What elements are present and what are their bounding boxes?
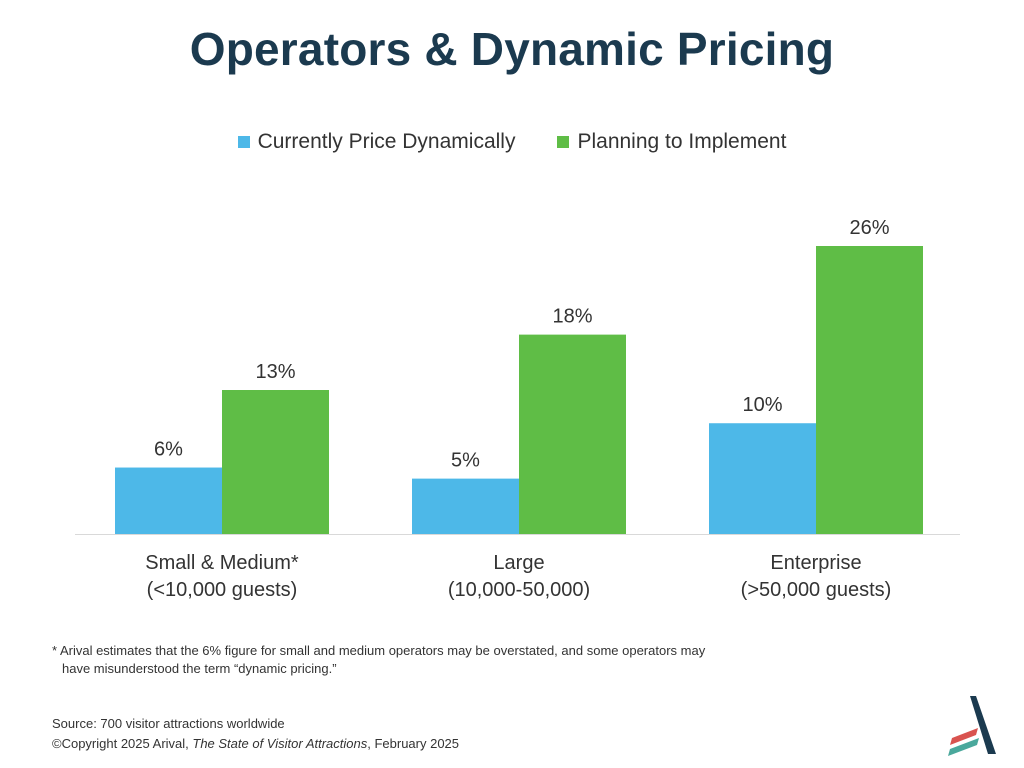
data-label-current-large: 5% <box>451 450 480 472</box>
legend-swatch-planning <box>557 136 570 148</box>
data-label-current-small-medium: 6% <box>154 439 183 461</box>
data-label-planning-small-medium: 13% <box>255 361 295 383</box>
footnote-line2: have misunderstood the term “dynamic pri… <box>62 661 337 676</box>
legend-item-planning: Planning to Implement <box>557 130 786 154</box>
data-label-planning-large: 18% <box>552 306 592 328</box>
category-label-enterprise: Enterprise (>50,000 guests) <box>686 550 946 604</box>
data-label-current-enterprise: 10% <box>742 394 782 416</box>
arival-logo-icon <box>948 696 996 756</box>
category-label-line2: (10,000-50,000) <box>447 579 591 601</box>
bar-current-small-medium <box>115 467 222 534</box>
copyright-date: , February 2025 <box>367 736 460 751</box>
logo-red-stroke <box>950 728 978 745</box>
source-block: Source: 700 visitor attractions worldwid… <box>52 714 752 754</box>
category-label-line1: Small & Medium* <box>145 552 299 574</box>
copyright-line: ©Copyright 2025 Arival, The State of Vis… <box>52 734 752 754</box>
legend-item-current: Currently Price Dynamically <box>237 130 516 154</box>
bar-current-large <box>412 478 519 534</box>
category-label-line2: (>50,000 guests) <box>740 579 892 601</box>
footnote-line1: * Arival estimates that the 6% figure fo… <box>52 643 706 658</box>
bar-current-enterprise <box>709 423 816 534</box>
category-label-small-medium: Small & Medium* (<10,000 guests) <box>92 550 352 604</box>
legend-swatch-current <box>237 136 250 148</box>
footnote: * Arival estimates that the 6% figure fo… <box>52 642 872 678</box>
logo-dark-stroke <box>970 696 996 754</box>
category-label-line1: Enterprise <box>770 552 862 574</box>
bar-planning-large <box>519 334 626 534</box>
bar-planning-enterprise <box>816 246 923 534</box>
logo-teal-stroke <box>948 738 979 756</box>
data-label-planning-enterprise: 26% <box>849 217 889 239</box>
category-label-large: Large (10,000-50,000) <box>389 550 649 604</box>
publication-title: The State of Visitor Attractions <box>192 736 368 751</box>
chart-title: Operators & Dynamic Pricing <box>189 23 835 75</box>
bar-planning-small-medium <box>222 390 329 534</box>
category-label-line2: (<10,000 guests) <box>146 579 298 601</box>
source-line: Source: 700 visitor attractions worldwid… <box>52 716 285 731</box>
legend-label-planning: Planning to Implement <box>577 130 787 153</box>
copyright-prefix: ©Copyright 2025 Arival, <box>52 736 193 751</box>
legend-label-current: Currently Price Dynamically <box>257 130 516 153</box>
category-label-line1: Large <box>493 552 545 574</box>
legend: Currently Price Dynamically Planning to … <box>0 130 1024 154</box>
